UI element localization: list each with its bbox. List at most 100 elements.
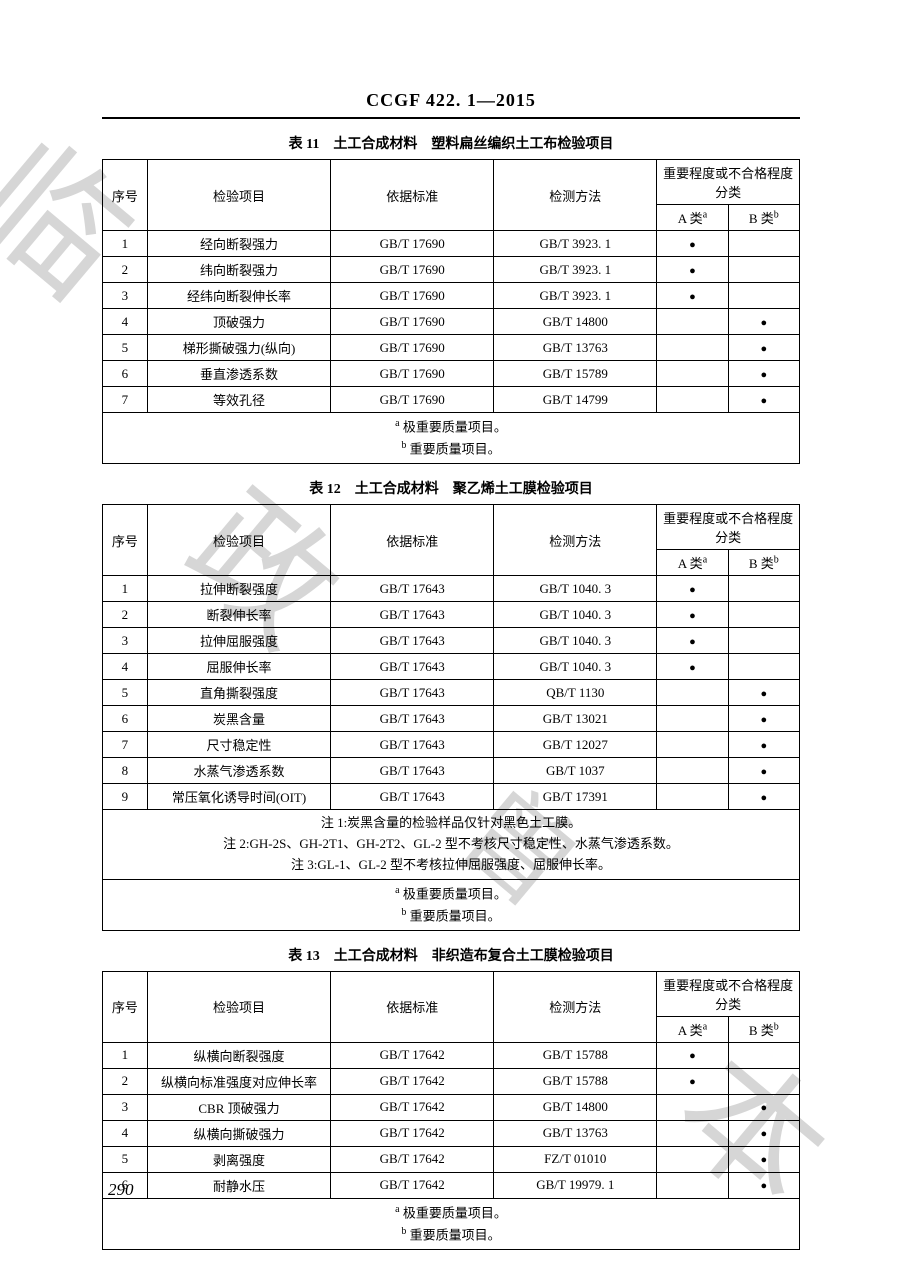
cell-class-a: ● bbox=[657, 576, 728, 602]
cell-standard: GB/T 17690 bbox=[331, 387, 494, 413]
cell-index: 4 bbox=[103, 654, 148, 680]
cell-class-a: ● bbox=[657, 602, 728, 628]
cell-method: GB/T 1037 bbox=[494, 758, 657, 784]
cell-standard: GB/T 17690 bbox=[331, 309, 494, 335]
cell-method: GB/T 1040. 3 bbox=[494, 576, 657, 602]
cell-class-b: ● bbox=[728, 758, 799, 784]
table-row: 5直角撕裂强度GB/T 17643QB/T 1130● bbox=[103, 680, 800, 706]
table-row: 2纬向断裂强力GB/T 17690GB/T 3923. 1● bbox=[103, 257, 800, 283]
cell-standard: GB/T 17642 bbox=[331, 1146, 494, 1172]
cell-standard: GB/T 17642 bbox=[331, 1094, 494, 1120]
cell-item: 拉伸断裂强度 bbox=[147, 576, 330, 602]
cell-class-b: ● bbox=[728, 784, 799, 810]
cell-index: 5 bbox=[103, 680, 148, 706]
cell-class-b: ● bbox=[728, 1172, 799, 1198]
col-header-class-a: A 类a bbox=[657, 550, 728, 576]
cell-class-a bbox=[657, 706, 728, 732]
cell-class-a: ● bbox=[657, 283, 728, 309]
cell-class-a bbox=[657, 732, 728, 758]
cell-item: 拉伸屈服强度 bbox=[147, 628, 330, 654]
cell-method: GB/T 14800 bbox=[494, 309, 657, 335]
table-row: 7尺寸稳定性GB/T 17643GB/T 12027● bbox=[103, 732, 800, 758]
cell-class-a bbox=[657, 758, 728, 784]
cell-class-b: ● bbox=[728, 335, 799, 361]
cell-item: 经向断裂强力 bbox=[147, 231, 330, 257]
cell-class-b bbox=[728, 654, 799, 680]
col-header-method: 检测方法 bbox=[494, 160, 657, 231]
cell-method: GB/T 14799 bbox=[494, 387, 657, 413]
cell-class-b bbox=[728, 576, 799, 602]
cell-standard: GB/T 17643 bbox=[331, 680, 494, 706]
cell-standard: GB/T 17643 bbox=[331, 654, 494, 680]
table-row: 4纵横向撕破强力GB/T 17642GB/T 13763● bbox=[103, 1120, 800, 1146]
table-caption: 表 12 土工合成材料 聚乙烯土工膜检验项目 bbox=[102, 478, 800, 498]
cell-standard: GB/T 17642 bbox=[331, 1120, 494, 1146]
table-row: 6垂直渗透系数GB/T 17690GB/T 15789● bbox=[103, 361, 800, 387]
cell-standard: GB/T 17690 bbox=[331, 335, 494, 361]
col-header-group: 重要程度或不合格程度分类 bbox=[657, 505, 800, 550]
cell-class-a: ● bbox=[657, 231, 728, 257]
col-header-index: 序号 bbox=[103, 160, 148, 231]
cell-index: 2 bbox=[103, 257, 148, 283]
col-header-class-b: B 类b bbox=[728, 550, 799, 576]
cell-index: 3 bbox=[103, 283, 148, 309]
cell-index: 5 bbox=[103, 335, 148, 361]
cell-index: 6 bbox=[103, 361, 148, 387]
cell-class-a: ● bbox=[657, 628, 728, 654]
cell-item: 纬向断裂强力 bbox=[147, 257, 330, 283]
cell-class-a bbox=[657, 1146, 728, 1172]
table-caption: 表 11 土工合成材料 塑料扁丝编织土工布检验项目 bbox=[102, 133, 800, 153]
table-notes: 注 1:炭黑含量的检验样品仅针对黑色土工膜。注 2:GH-2S、GH-2T1、G… bbox=[103, 810, 800, 879]
cell-class-b bbox=[728, 257, 799, 283]
cell-standard: GB/T 17643 bbox=[331, 628, 494, 654]
col-header-standard: 依据标准 bbox=[331, 971, 494, 1042]
table-row: 4顶破强力GB/T 17690GB/T 14800● bbox=[103, 309, 800, 335]
header-rule bbox=[102, 117, 800, 119]
cell-class-b bbox=[728, 1042, 799, 1068]
cell-item: 剥离强度 bbox=[147, 1146, 330, 1172]
cell-class-a bbox=[657, 1120, 728, 1146]
cell-standard: GB/T 17690 bbox=[331, 283, 494, 309]
table-legend: a 极重要质量项目。b 重要质量项目。 bbox=[103, 1198, 800, 1249]
table-row: 8水蒸气渗透系数GB/T 17643GB/T 1037● bbox=[103, 758, 800, 784]
cell-index: 9 bbox=[103, 784, 148, 810]
cell-item: 梯形撕破强力(纵向) bbox=[147, 335, 330, 361]
cell-index: 1 bbox=[103, 231, 148, 257]
table-row: 3经纬向断裂伸长率GB/T 17690GB/T 3923. 1● bbox=[103, 283, 800, 309]
cell-item: 常压氧化诱导时间(OIT) bbox=[147, 784, 330, 810]
cell-class-a bbox=[657, 335, 728, 361]
cell-method: GB/T 3923. 1 bbox=[494, 231, 657, 257]
page-number: 290 bbox=[108, 1180, 134, 1200]
col-header-index: 序号 bbox=[103, 971, 148, 1042]
cell-class-b: ● bbox=[728, 732, 799, 758]
col-header-item: 检验项目 bbox=[147, 505, 330, 576]
cell-class-b: ● bbox=[728, 1120, 799, 1146]
cell-standard: GB/T 17642 bbox=[331, 1042, 494, 1068]
cell-class-b: ● bbox=[728, 361, 799, 387]
cell-method: GB/T 13021 bbox=[494, 706, 657, 732]
cell-class-b bbox=[728, 628, 799, 654]
col-header-standard: 依据标准 bbox=[331, 160, 494, 231]
inspection-table: 序号检验项目依据标准检测方法重要程度或不合格程度分类A 类aB 类b1纵横向断裂… bbox=[102, 971, 800, 1250]
col-header-class-a: A 类a bbox=[657, 1016, 728, 1042]
col-header-index: 序号 bbox=[103, 505, 148, 576]
cell-standard: GB/T 17643 bbox=[331, 732, 494, 758]
cell-method: GB/T 3923. 1 bbox=[494, 257, 657, 283]
cell-standard: GB/T 17690 bbox=[331, 231, 494, 257]
cell-index: 7 bbox=[103, 732, 148, 758]
cell-item: 断裂伸长率 bbox=[147, 602, 330, 628]
table-row: 4屈服伸长率GB/T 17643GB/T 1040. 3● bbox=[103, 654, 800, 680]
cell-class-b bbox=[728, 602, 799, 628]
cell-standard: GB/T 17643 bbox=[331, 602, 494, 628]
table-row: 2纵横向标准强度对应伸长率GB/T 17642GB/T 15788● bbox=[103, 1068, 800, 1094]
table-row: 1经向断裂强力GB/T 17690GB/T 3923. 1● bbox=[103, 231, 800, 257]
cell-standard: GB/T 17642 bbox=[331, 1172, 494, 1198]
cell-index: 3 bbox=[103, 1094, 148, 1120]
cell-index: 4 bbox=[103, 309, 148, 335]
cell-class-b bbox=[728, 1068, 799, 1094]
cell-class-b: ● bbox=[728, 1146, 799, 1172]
cell-index: 1 bbox=[103, 576, 148, 602]
table-row: 9常压氧化诱导时间(OIT)GB/T 17643GB/T 17391● bbox=[103, 784, 800, 810]
inspection-table: 序号检验项目依据标准检测方法重要程度或不合格程度分类A 类aB 类b1拉伸断裂强… bbox=[102, 504, 800, 931]
cell-index: 6 bbox=[103, 706, 148, 732]
